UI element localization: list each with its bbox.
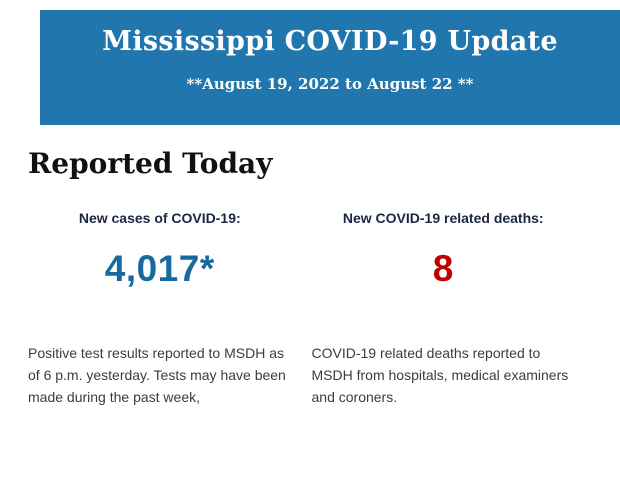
date-range-subtitle: **August 19, 2022 to August 22 ** bbox=[186, 75, 474, 93]
new-deaths-value: 8 bbox=[432, 248, 454, 289]
new-cases-stat: New cases of COVID-19: 4,017* bbox=[28, 210, 292, 290]
new-cases-description: Positive test results reported to MSDH a… bbox=[28, 345, 286, 405]
stats-row: New cases of COVID-19: 4,017* New COVID-… bbox=[28, 210, 575, 290]
new-deaths-label: New COVID-19 related deaths: bbox=[342, 210, 544, 226]
new-cases-value: 4,017* bbox=[104, 248, 215, 289]
new-deaths-description: COVID-19 related deaths reported to MSDH… bbox=[311, 345, 569, 405]
report-content: Reported Today New cases of COVID-19: 4,… bbox=[0, 125, 620, 408]
new-deaths-stat: New COVID-19 related deaths: 8 bbox=[312, 210, 576, 290]
section-heading: Reported Today bbox=[28, 147, 273, 180]
page-title: Mississippi COVID-19 Update bbox=[102, 26, 558, 57]
new-cases-label: New cases of COVID-19: bbox=[78, 210, 241, 226]
header-banner: Mississippi COVID-19 Update **August 19,… bbox=[40, 10, 620, 125]
descriptions-row: Positive test results reported to MSDH a… bbox=[28, 342, 575, 408]
